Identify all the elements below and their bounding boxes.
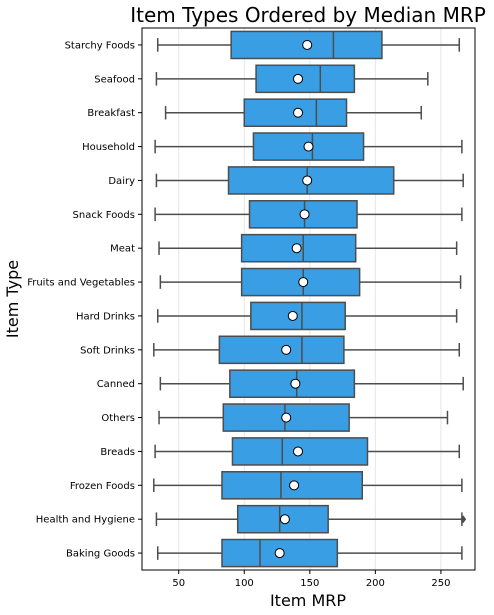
iqr-box — [250, 301, 346, 331]
box-group — [154, 132, 463, 161]
box-group — [156, 30, 461, 60]
mean-marker — [281, 344, 292, 355]
boxes — [153, 30, 467, 568]
box-group — [155, 64, 429, 94]
y-tick-label: Frozen Foods — [70, 481, 135, 492]
y-axis-ticks: Starchy Foods Seafood Breakfast Household Da… — [27, 40, 142, 560]
mean-marker — [291, 243, 302, 254]
x-tick-label: 50 — [172, 578, 185, 589]
y-tick-label: Canned — [97, 379, 135, 390]
y-tick-label: Breakfast — [87, 108, 135, 119]
box-group — [158, 233, 458, 263]
x-tick-label: 250 — [431, 578, 450, 589]
box-group — [158, 403, 449, 432]
mean-marker — [293, 107, 304, 118]
box-group — [156, 301, 458, 331]
x-tick-label: 200 — [366, 578, 385, 589]
x-axis-label: Item MRP — [270, 591, 346, 610]
box-group — [159, 369, 464, 398]
y-axis-label: Item Type — [3, 260, 22, 338]
mean-marker — [293, 446, 304, 457]
y-tick-label: Dairy — [108, 176, 135, 187]
y-tick-label: Starchy Foods — [65, 40, 135, 51]
mean-marker — [287, 310, 298, 321]
y-tick-label: Others — [101, 413, 135, 424]
x-tick-label: 150 — [300, 578, 319, 589]
box-group — [154, 437, 461, 466]
mean-marker — [302, 39, 313, 50]
iqr-box — [230, 30, 383, 60]
mean-marker — [303, 141, 314, 152]
y-tick-label: Seafood — [94, 74, 135, 85]
y-tick-label: Hard Drinks — [76, 311, 135, 322]
y-tick-label: Snack Foods — [73, 210, 135, 221]
mean-marker — [279, 514, 290, 525]
y-tick-label: Fruits and Vegetables — [27, 278, 135, 289]
y-tick-label: Baking Goods — [66, 549, 135, 560]
box-group — [154, 200, 463, 229]
box-group — [164, 98, 422, 127]
y-tick-label: Meat — [110, 244, 135, 255]
mean-marker — [281, 412, 292, 423]
mean-marker — [299, 209, 310, 220]
box-group — [156, 538, 463, 568]
mean-marker — [302, 175, 313, 186]
box-group — [153, 471, 463, 500]
plot-frame — [141, 27, 476, 571]
y-tick-label: Household — [82, 142, 135, 153]
mean-marker — [293, 73, 304, 84]
chart-title: Item Types Ordered by Median MRP — [130, 3, 486, 27]
x-tick-label: 100 — [235, 578, 254, 589]
iqr-box — [255, 64, 356, 94]
mean-marker — [298, 277, 309, 288]
box-group — [159, 267, 462, 297]
y-tick-label: Soft Drinks — [80, 345, 135, 356]
mean-marker — [290, 378, 301, 389]
y-tick-label: Health and Hygiene — [36, 515, 135, 526]
box-group — [155, 166, 464, 195]
mean-marker — [274, 548, 285, 559]
outlier-point — [460, 515, 467, 524]
y-tick-label: Breads — [100, 447, 135, 458]
mean-marker — [289, 480, 300, 491]
x-axis-ticks: 50 100 150 200 250 — [172, 570, 450, 589]
box-group — [153, 335, 461, 365]
box-group — [155, 504, 467, 534]
